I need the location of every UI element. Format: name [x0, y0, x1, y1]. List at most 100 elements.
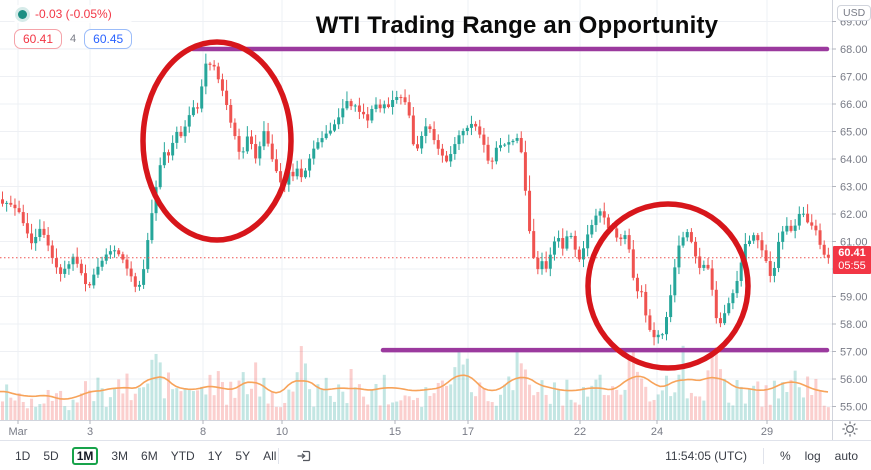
last-price-value: 60.41 — [838, 247, 866, 259]
candle-body — [739, 262, 743, 281]
range-button-3m[interactable]: 3M — [111, 448, 129, 463]
candle-body — [341, 108, 345, 118]
candle-body — [216, 66, 220, 80]
volume-bar — [764, 385, 768, 420]
volume-bar — [407, 396, 411, 420]
price-tick-label: 66.00 — [840, 99, 868, 111]
axis-settings-icon[interactable] — [842, 421, 858, 437]
clock-display[interactable]: 11:54:05 (UTC) — [665, 448, 747, 463]
volume-bar — [162, 398, 166, 420]
range-button-5d[interactable]: 5D — [43, 448, 59, 463]
currency-button[interactable]: USD — [837, 5, 871, 21]
candle-body — [133, 276, 137, 287]
volume-bar — [436, 382, 440, 420]
price-axis[interactable] — [832, 0, 871, 420]
candle-body — [702, 264, 706, 268]
candle-body — [565, 236, 569, 249]
volume-bar — [743, 403, 747, 420]
candle-body — [299, 168, 303, 178]
volume-bar — [191, 391, 195, 420]
volume-bar — [30, 398, 34, 420]
time-tick-label: Mar — [9, 426, 28, 438]
candle-body — [681, 237, 685, 246]
volume-bar — [814, 378, 818, 420]
candle-body — [482, 134, 486, 145]
candle-body — [67, 264, 71, 269]
volume-bar — [220, 382, 224, 420]
bid-button[interactable]: 60.41 — [14, 29, 63, 49]
candle-body — [142, 269, 146, 285]
volume-bar — [627, 358, 631, 420]
candle-body — [445, 155, 449, 162]
volume-bar — [665, 375, 668, 420]
volume-bar — [21, 401, 25, 420]
volume-bar — [337, 384, 341, 420]
volume-bar — [486, 401, 490, 420]
candle-body — [295, 168, 299, 177]
volume-bar — [540, 380, 544, 420]
candle-body — [474, 123, 478, 127]
price-tick-label: 58.00 — [840, 319, 868, 331]
volume-bar — [557, 389, 561, 420]
candle-body — [490, 160, 494, 162]
volume-bar — [490, 402, 494, 420]
toolbar-right: 11:54:05 (UTC) % log auto — [665, 447, 871, 464]
volume-bar — [291, 391, 295, 420]
candle-body — [640, 291, 644, 293]
volume-bar — [822, 405, 826, 420]
candle-body — [391, 100, 395, 107]
volume-bar — [328, 395, 332, 420]
range-button-5y[interactable]: 5Y — [235, 448, 251, 463]
candle-body — [656, 334, 660, 338]
candle-body — [523, 152, 527, 191]
auto-scale-button[interactable]: auto — [834, 448, 858, 463]
go-to-date-button[interactable] — [295, 447, 313, 465]
volume-bar — [357, 384, 361, 420]
time-tick-label: 24 — [651, 426, 663, 438]
candle-body — [129, 268, 133, 277]
candle-body — [162, 152, 166, 166]
log-scale-button[interactable]: log — [804, 448, 821, 463]
candle-body — [370, 109, 374, 121]
percent-scale-button[interactable]: % — [779, 448, 791, 463]
volume-bar — [582, 387, 585, 420]
volume-bar — [96, 377, 100, 420]
range-button-1y[interactable]: 1Y — [207, 448, 223, 463]
candle-body — [399, 97, 403, 99]
volume-bar — [287, 389, 291, 420]
volume-bar — [507, 376, 511, 420]
volume-bar — [142, 387, 146, 420]
volume-bar — [196, 390, 200, 420]
candle-body — [204, 63, 208, 87]
candle-body — [88, 284, 92, 286]
volume-bar — [440, 380, 444, 420]
range-button-1d[interactable]: 1D — [15, 448, 31, 463]
candle-body — [21, 212, 25, 224]
volume-bar — [789, 379, 793, 420]
candlestick-chart[interactable]: 69.0068.0067.0066.0065.0064.0063.0062.00… — [0, 0, 871, 440]
volume-bar — [59, 390, 63, 420]
time-axis[interactable] — [0, 420, 871, 440]
volume-bar — [216, 371, 220, 420]
candle-body — [349, 101, 353, 107]
candle-body — [469, 123, 473, 128]
range-button-6m[interactable]: 6M — [141, 448, 158, 463]
ellipse-annotation — [140, 39, 294, 243]
range-button-ytd[interactable]: YTD — [170, 448, 195, 463]
range-button-1m[interactable]: 1M — [71, 446, 99, 465]
volume-bar — [660, 390, 664, 420]
candle-body — [403, 97, 407, 103]
volume-bar — [104, 406, 108, 420]
ask-button[interactable]: 60.45 — [84, 29, 133, 49]
volume-bar — [619, 394, 623, 420]
candle-body — [328, 130, 332, 134]
volume-bar — [154, 353, 158, 420]
change-row: -0.03 (-0.05%) — [14, 5, 133, 23]
volume-bar — [656, 394, 660, 420]
volume-bar — [723, 378, 727, 420]
candle-body — [718, 318, 722, 324]
candle-body — [171, 142, 175, 156]
range-button-all[interactable]: All — [263, 448, 277, 463]
volume-bar — [46, 389, 50, 420]
